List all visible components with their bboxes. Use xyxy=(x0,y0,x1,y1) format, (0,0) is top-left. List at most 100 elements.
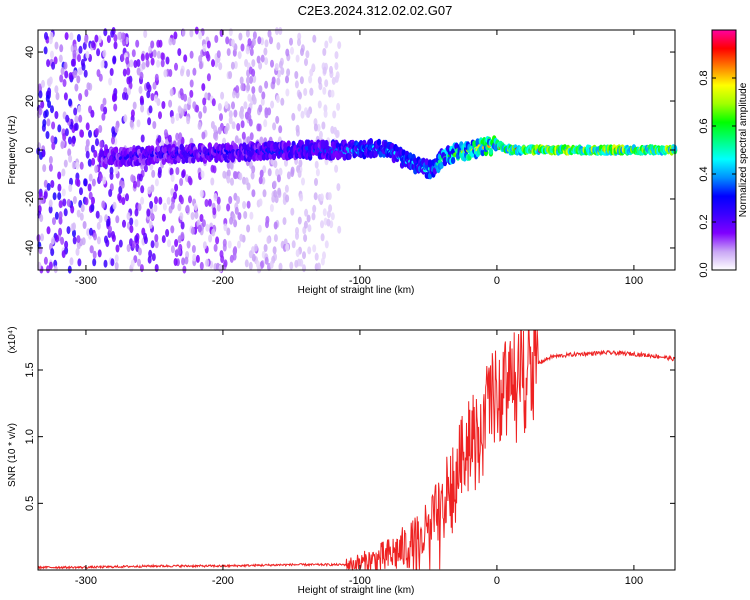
spectrogram-noise-cell xyxy=(108,189,113,197)
spectrogram-noise-cell xyxy=(285,48,290,57)
spectrogram-noise-cell xyxy=(73,107,78,116)
spectrogram-noise-cell xyxy=(120,180,125,189)
spectrogram-noise-cell xyxy=(233,246,238,255)
spectrogram-noise-cell xyxy=(73,70,78,78)
spectrogram-noise-cell xyxy=(289,261,294,270)
spectrogram-noise-cell xyxy=(101,200,106,209)
spectrogram-noise-cell xyxy=(175,132,180,141)
spectrogram-x-tick-label: -200 xyxy=(212,275,234,287)
spectrogram-noise-cell xyxy=(122,68,127,77)
spectrogram-noise-cell xyxy=(163,129,168,138)
spectrogram-noise-cell xyxy=(64,240,69,249)
spectrogram-noise-cell xyxy=(273,160,278,169)
spectrogram-noise-cell xyxy=(242,201,247,209)
spectrogram-noise-cell xyxy=(145,52,150,61)
spectrogram-noise-cell xyxy=(311,212,316,221)
spectrogram-noise-cell xyxy=(256,123,261,132)
colorbar-tick-label: 0.2 xyxy=(698,214,710,229)
spectrogram-noise-cell xyxy=(274,63,279,71)
spectrogram-noise-cell xyxy=(92,258,97,267)
spectrogram-noise-cell xyxy=(76,235,81,244)
spectrogram-noise-cell xyxy=(240,83,245,92)
spectrogram-noise-cell xyxy=(71,136,76,144)
spectrogram-noise-cell xyxy=(136,67,141,76)
spectrogram-noise-cell xyxy=(184,256,189,265)
colorbar-tick-label: 0.0 xyxy=(698,262,710,277)
spectrogram-noise-cell xyxy=(177,203,182,212)
spectrogram-noise-cell xyxy=(258,198,263,207)
spectrogram-noise-cell xyxy=(59,74,64,83)
spectrogram-noise-cell xyxy=(76,34,81,42)
spectrogram-noise-cell xyxy=(240,120,245,129)
spectrogram-noise-cell xyxy=(241,131,246,140)
spectrogram-noise-cell xyxy=(154,178,159,187)
spectrogram-noise-cell xyxy=(44,32,48,40)
spectrogram-noise-cell xyxy=(267,168,272,177)
spectrogram-noise-cell xyxy=(103,106,108,115)
spectrogram-y-tick-label: 40 xyxy=(24,46,36,58)
spectrogram-noise-cell xyxy=(131,240,136,249)
spectrogram-noise-cell xyxy=(90,204,95,212)
spectrogram-noise-cell xyxy=(77,105,82,114)
spectrogram-noise-cell xyxy=(64,32,69,41)
spectrogram-noise-cell xyxy=(297,169,302,178)
spectrogram-noise-cell xyxy=(192,67,197,76)
spectrogram-noise-cell xyxy=(92,250,97,259)
spectrogram-noise-cell xyxy=(243,101,248,110)
spectrogram-noise-cell xyxy=(252,96,257,105)
spectrogram-noise-cell xyxy=(298,91,302,100)
spectrogram-noise-cell xyxy=(320,257,325,266)
spectrogram-noise-cell xyxy=(148,220,153,229)
spectrogram-noise-cell xyxy=(198,61,203,70)
spectrogram-noise-cell xyxy=(264,57,269,66)
spectrogram-noise-cell xyxy=(146,90,151,99)
spectrogram-noise-cell xyxy=(46,226,51,235)
spectrogram-noise-cell xyxy=(322,208,327,217)
spectrogram-noise-cell xyxy=(89,227,93,236)
spectrogram-noise-cell xyxy=(98,215,103,223)
spectrogram-ridge-cell xyxy=(424,158,429,166)
spectrogram-noise-cell xyxy=(317,76,322,85)
spectrogram-noise-cell xyxy=(38,107,43,116)
spectrogram-noise-cell xyxy=(65,114,70,123)
spectrogram-noise-cell xyxy=(259,136,264,145)
spectrogram-noise-cell xyxy=(150,212,155,221)
spectrogram-noise-cell xyxy=(54,211,59,220)
spectrogram-noise-cell xyxy=(51,142,56,150)
spectrogram-ridge-cell xyxy=(373,150,378,158)
spectrogram-ridge-cell xyxy=(156,145,161,153)
spectrogram-noise-cell xyxy=(273,234,278,243)
snr-y-tick-label: 1.5 xyxy=(24,362,36,377)
spectrogram-noise-cell xyxy=(318,130,323,139)
spectrogram-noise-cell xyxy=(294,71,299,79)
spectrogram-noise-cell xyxy=(85,122,90,131)
snr-x-tick-label: 0 xyxy=(494,575,500,587)
spectrogram-noise-cell xyxy=(228,71,233,79)
spectrogram-ridge-cell xyxy=(187,156,193,164)
spectrogram-noise-cell xyxy=(63,159,68,168)
spectrogram-noise-cell xyxy=(278,125,283,134)
spectrogram-noise-cell xyxy=(50,50,54,59)
spectrogram-noise-cell xyxy=(126,76,131,85)
spectrogram-noise-cell xyxy=(174,239,179,247)
spectrogram-ridge-cell xyxy=(376,138,382,146)
spectrogram-noise-cell xyxy=(87,183,92,192)
spectrogram-noise-cell xyxy=(194,211,199,220)
spectrogram-noise-cell xyxy=(39,214,44,223)
spectrogram-noise-cell xyxy=(272,246,277,255)
spectrogram-y-ticks: -40 -20 0 20 40 xyxy=(24,46,675,256)
spectrogram-noise-cell xyxy=(165,56,170,65)
spectrogram-noise-cell xyxy=(216,203,221,212)
spectrogram-noise-cell xyxy=(262,189,267,198)
spectrogram-noise-cell xyxy=(121,197,126,205)
spectrogram-noise-cell xyxy=(62,198,67,207)
spectrogram-noise-cell xyxy=(298,159,303,168)
spectrogram-noise-cell xyxy=(202,44,207,52)
spectrogram-noise-cell xyxy=(290,166,295,175)
spectrogram-noise-cell xyxy=(95,210,100,219)
spectrogram-noise-cell xyxy=(213,243,218,252)
spectrogram-noise-cell xyxy=(216,196,221,205)
spectrogram-noise-cell xyxy=(328,204,333,213)
